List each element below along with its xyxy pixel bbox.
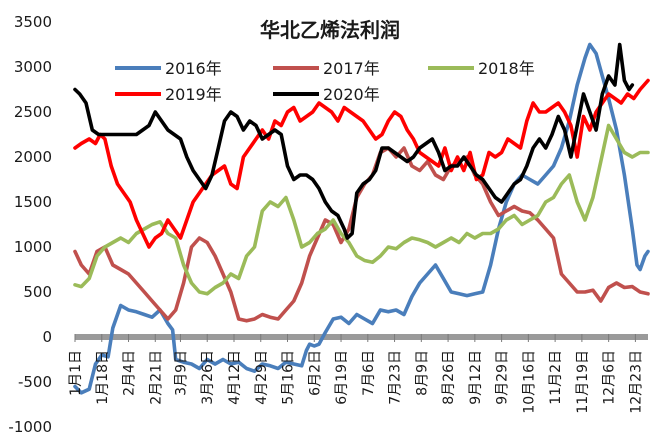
- y-tick-label: 3500: [14, 13, 52, 31]
- x-tick-label: 1月1日: [68, 350, 84, 396]
- series-line-4: [73, 78, 650, 249]
- x-tick-label: 11月19日: [575, 350, 591, 414]
- chart-title: 华北乙烯法利润: [260, 18, 400, 42]
- x-tick-label: 12月6日: [602, 350, 618, 405]
- legend-label-4: 2019年: [165, 85, 222, 104]
- y-tick-label: 3000: [14, 58, 52, 76]
- legend: 2016年 2017年 2018年 2019年 2020年: [115, 59, 535, 104]
- series-line-5: [73, 42, 635, 240]
- x-tick-label: 1月18日: [95, 350, 111, 405]
- x-tick-label: 11月2日: [548, 350, 564, 405]
- x-tick-label: 5月16日: [281, 350, 297, 405]
- y-axis-tick-labels: -1000 -500 0 500 1000 1500 2000 2500 3000 3500: [8, 13, 52, 436]
- x-tick-label: 3月26日: [200, 350, 216, 405]
- x-tick-label: 10月16日: [521, 350, 537, 414]
- y-tick-label: -1000: [8, 418, 52, 436]
- y-tick-label: 500: [23, 283, 52, 301]
- series-line-2: [73, 146, 650, 323]
- x-tick-label: 12月23日: [628, 350, 644, 414]
- x-tick-label: 9月29日: [495, 350, 511, 405]
- x-tick-label: 4月12日: [227, 350, 243, 405]
- x-tick-label: 7月23日: [388, 350, 404, 405]
- x-tick-label: 6月19日: [334, 350, 350, 405]
- x-tick-label: 4月29日: [254, 350, 270, 405]
- x-tick-label: 3月9日: [173, 350, 189, 396]
- x-tick-label: 6月2日: [307, 350, 323, 396]
- y-tick-label: 1000: [14, 238, 52, 256]
- series-layer: [73, 42, 650, 395]
- x-tick-label: 2月4日: [122, 350, 138, 396]
- x-axis-tick-labels: 1月1日 1月18日 2月4日 2月21日 3月9日 3月26日 4月12日 4月29日 5月1…: [68, 334, 644, 414]
- x-tick-label: 2月21日: [148, 350, 164, 405]
- series-line-1: [73, 42, 650, 395]
- y-tick-label: 2000: [14, 148, 52, 166]
- x-tick-label: 9月12日: [468, 350, 484, 405]
- legend-label-1: 2016年: [165, 59, 222, 78]
- legend-label-5: 2020年: [323, 85, 380, 104]
- series-line-3: [73, 123, 650, 296]
- y-tick-label: 0: [42, 328, 52, 346]
- y-tick-label: -500: [18, 373, 52, 391]
- x-tick-label: 8月9日: [414, 350, 430, 396]
- x-tick-label: 7月6日: [361, 350, 377, 396]
- y-tick-label: 1500: [14, 193, 52, 211]
- x-tick-label: 8月26日: [441, 350, 457, 405]
- legend-label-3: 2018年: [478, 59, 535, 78]
- legend-label-2: 2017年: [323, 59, 380, 78]
- y-tick-label: 2500: [14, 103, 52, 121]
